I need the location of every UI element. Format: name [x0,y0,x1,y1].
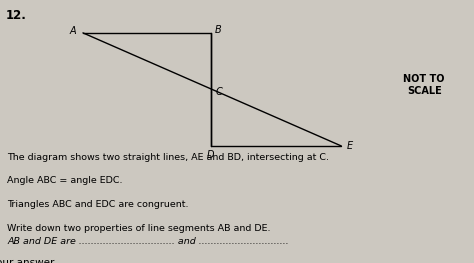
Text: D: D [207,150,215,160]
Text: B: B [215,25,222,35]
Text: NOT TO
SCALE: NOT TO SCALE [403,74,445,96]
Text: C: C [216,87,223,97]
Text: AB and DE are ................................ and .............................: AB and DE are ..........................… [7,237,289,246]
Text: 12.: 12. [6,9,27,22]
Text: our answer: our answer [0,258,55,263]
Text: E: E [347,141,353,151]
Text: Triangles ABC and EDC are congruent.: Triangles ABC and EDC are congruent. [7,200,189,209]
Text: The diagram shows two straight lines, AE and BD, intersecting at C.: The diagram shows two straight lines, AE… [7,153,329,161]
Text: Write down two properties of line segments AB and DE.: Write down two properties of line segmen… [7,224,271,232]
Text: A: A [69,26,76,36]
Text: Angle ABC = angle EDC.: Angle ABC = angle EDC. [7,176,123,185]
